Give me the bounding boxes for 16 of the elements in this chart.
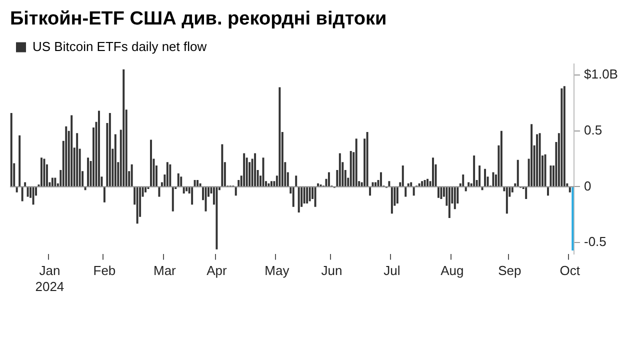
x-tick-label: Aug — [440, 263, 464, 278]
y-tick-label: 0.5 — [584, 122, 602, 138]
x-tick-label: Jan 2024 — [35, 263, 64, 294]
legend-label: US Bitcoin ETFs daily net flow — [32, 38, 208, 54]
x-tick-label: Oct — [560, 263, 580, 278]
y-tick-label: $1.0B — [584, 66, 618, 82]
x-tick-label: Mar — [153, 263, 177, 278]
y-tick-label: 0 — [584, 178, 592, 194]
y-tick-label: -0.5 — [584, 234, 606, 250]
chart-title: Біткойн-ETF США див. рекордні відтоки — [10, 8, 387, 30]
x-tick-label: Sep — [498, 263, 522, 278]
x-tick-label: May — [264, 263, 290, 278]
x-tick-label: Apr — [206, 263, 228, 278]
x-tick-label: Jun — [321, 263, 342, 278]
x-tick-label: Jul — [384, 263, 400, 278]
x-tick-label: Feb — [93, 263, 116, 278]
